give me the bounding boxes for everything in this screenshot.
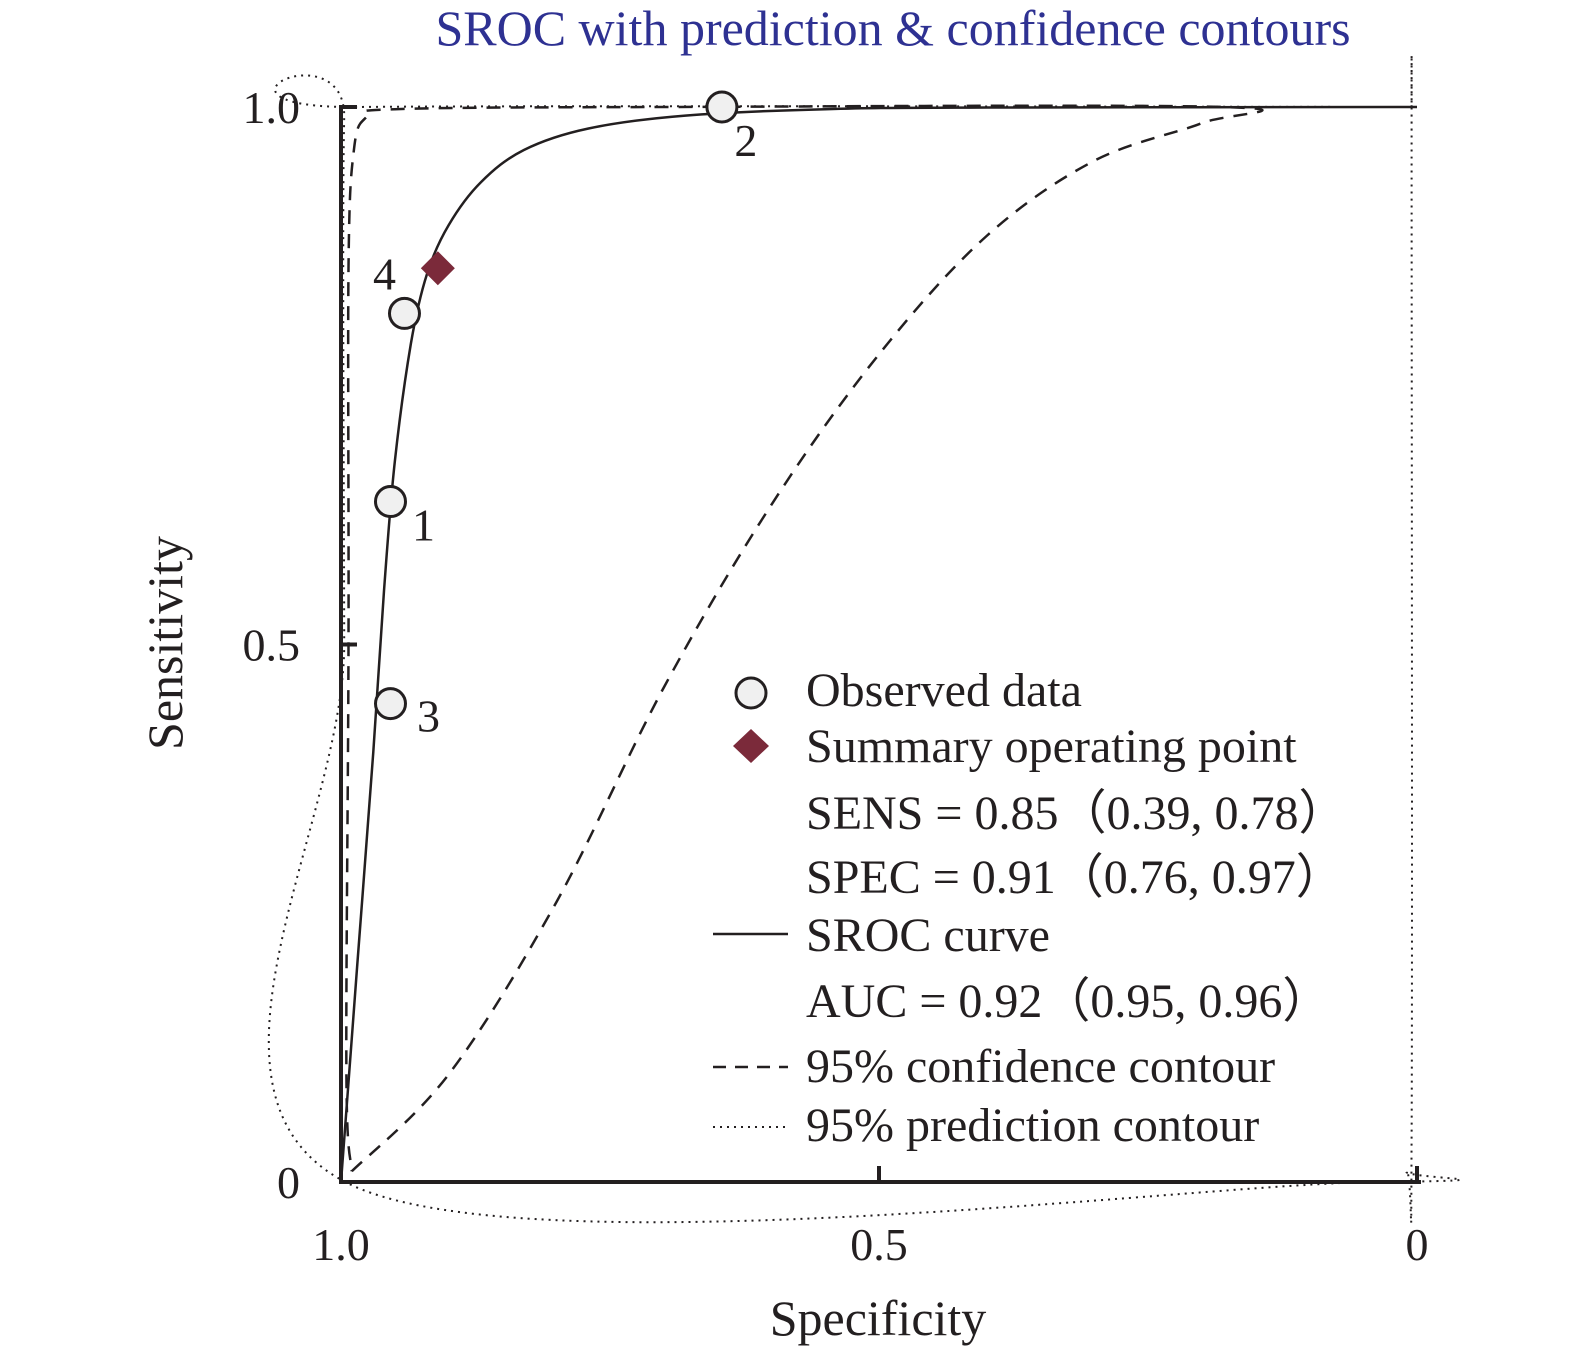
summary-operating-point	[420, 251, 455, 286]
prediction-contour-line	[267, 53, 1462, 1224]
legend-prediction-label: 95% prediction contour	[806, 1099, 1259, 1152]
x-axis-label: Specificity	[770, 1290, 987, 1346]
observed-point-1	[373, 485, 407, 519]
points-layer: 1 2 3 4	[373, 90, 757, 742]
legend-spec-text: SPEC = 0.91（0.76, 0.97）	[806, 851, 1344, 904]
x-tick-label: 0	[1406, 1219, 1429, 1270]
sroc-curve-line	[339, 105, 1418, 1183]
observed-point-4	[387, 296, 421, 330]
legend-observed-label: Observed data	[806, 664, 1082, 717]
observed-point-label: 3	[417, 691, 440, 742]
legend-auc-text: AUC = 0.92（0.95, 0.96）	[806, 975, 1330, 1028]
observed-point-3	[373, 687, 407, 721]
y-tick-label: 0.5	[243, 620, 301, 671]
y-tick-label: 0	[277, 1157, 300, 1208]
y-tick-label: 1.0	[243, 82, 301, 133]
x-tick-label: 0.5	[850, 1219, 908, 1270]
legend-observed-marker	[734, 676, 768, 710]
curves-layer	[267, 53, 1462, 1224]
observed-point-2	[705, 90, 739, 124]
y-axis-label: Sensitivity	[137, 536, 193, 750]
legend-summary-label: Summary operating point	[806, 720, 1297, 773]
x-tick-label: 1.0	[312, 1219, 370, 1270]
legend: Observed data Summary operating point SE…	[713, 664, 1346, 1152]
chart-title: SROC with prediction & confidence contou…	[435, 0, 1350, 56]
ticks-layer: 1.0 0.5 0 0 0.5 1.0	[243, 82, 1429, 1270]
observed-point-label: 4	[373, 248, 396, 299]
legend-confidence-label: 95% confidence contour	[806, 1040, 1275, 1093]
legend-summary-marker	[733, 729, 769, 763]
observed-point-label: 2	[734, 115, 757, 166]
legend-sens-text: SENS = 0.85（0.39, 0.78）	[806, 787, 1346, 840]
legend-sroc-label: SROC curve	[806, 909, 1050, 962]
observed-point-label: 1	[412, 500, 435, 551]
